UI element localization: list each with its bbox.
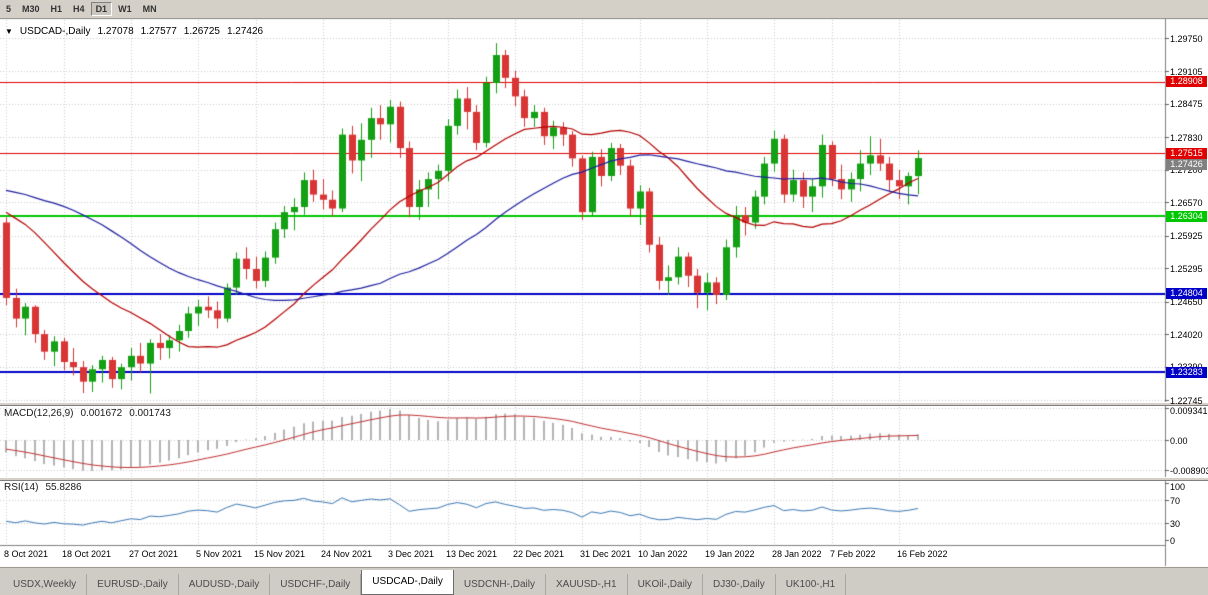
rsi-axis-label: 30 <box>1170 518 1181 529</box>
timeframe-button-w1[interactable]: W1 <box>113 2 137 16</box>
hline-price-tag: 1.28908 <box>1166 76 1207 87</box>
price-axis-label: 1.25295 <box>1170 263 1203 274</box>
date-axis-label: 19 Jan 2022 <box>705 549 755 559</box>
date-axis-label: 24 Nov 2021 <box>321 549 373 559</box>
macd-axis-label: 0.00 <box>1170 435 1188 446</box>
date-axis-label: 18 Oct 2021 <box>62 549 112 559</box>
timeframe-button-d1[interactable]: D1 <box>90 2 113 16</box>
price-axis-label: 1.27830 <box>1170 132 1203 143</box>
date-axis-label: 10 Jan 2022 <box>638 549 688 559</box>
ohlc-close: 1.27426 <box>226 26 264 37</box>
tab-dj30-daily[interactable]: DJ30-,Daily <box>703 574 776 595</box>
timeframe-toolbar: 5 M30 H1 H4 D1 W1 MN <box>0 0 1208 18</box>
date-axis-label: 5 Nov 2021 <box>196 549 243 559</box>
date-axis-label: 16 Feb 2022 <box>897 549 948 559</box>
date-axis-label: 15 Nov 2021 <box>254 549 306 559</box>
macd-value-signal: 0.001743 <box>129 408 171 419</box>
rsi-axis-label: 0 <box>1170 535 1176 546</box>
rsi-axis-label: 100 <box>1170 482 1186 492</box>
date-axis-label: 13 Dec 2021 <box>446 549 498 559</box>
price-axis-label: 1.27200 <box>1170 165 1203 176</box>
price-axis-label: 1.25925 <box>1170 231 1203 242</box>
tab-usdchf-daily[interactable]: USDCHF-,Daily <box>270 574 362 595</box>
hline-price-tag: 1.24804 <box>1166 288 1207 300</box>
ohlc-high: 1.27577 <box>140 26 177 37</box>
tab-usdcnh-daily[interactable]: USDCNH-,Daily <box>454 574 546 595</box>
price-axis-label: 1.24650 <box>1170 297 1203 308</box>
ohlc-low: 1.26725 <box>183 26 220 37</box>
macd-axis-label: 0.009341 <box>1170 406 1208 416</box>
chart-header: ▼ USDCAD-,Daily 1.27078 1.27577 1.26725 … <box>5 26 263 37</box>
chart-menu-arrow-icon[interactable]: ▼ <box>5 26 13 36</box>
timeframe-button-5[interactable]: 5 <box>1 2 17 16</box>
chart-symbol-label: USDCAD-,Daily <box>19 26 91 37</box>
tab-ukoil-daily[interactable]: UKOil-,Daily <box>628 574 704 595</box>
macd-indicator-label: MACD(12,26,9) 0.001672 0.001743 <box>4 408 171 419</box>
pane-separator-rsi[interactable] <box>0 477 1208 481</box>
pane-separator-macd[interactable] <box>0 402 1208 406</box>
hline-price-tag: 1.27515 <box>1166 147 1207 159</box>
tab-uk100-h1[interactable]: UK100-,H1 <box>776 574 847 595</box>
price-axis-label: 1.26570 <box>1170 197 1203 208</box>
tab-usdcad-daily[interactable]: USDCAD-,Daily <box>361 570 454 595</box>
price-axis-label: 1.28475 <box>1170 99 1203 110</box>
date-axis-label: 28 Jan 2022 <box>772 549 822 559</box>
timeframe-button-mn[interactable]: MN <box>137 2 162 16</box>
rsi-indicator-label: RSI(14) 55.8286 <box>4 482 82 493</box>
macd-axis-label: -0.008903 <box>1170 465 1208 476</box>
price-axis-label: 1.29105 <box>1170 66 1203 77</box>
ohlc-open: 1.27078 <box>97 26 134 37</box>
timeframe-button-h4[interactable]: H4 <box>68 2 90 16</box>
rsi-name: RSI(14) <box>4 482 39 493</box>
date-axis-label: 3 Dec 2021 <box>388 549 435 559</box>
macd-value-main: 0.001672 <box>80 408 123 419</box>
tab-xauusd-h1[interactable]: XAUUSD-,H1 <box>546 574 628 595</box>
date-axis-label: 8 Oct 2021 <box>4 549 49 559</box>
tab-audusd-daily[interactable]: AUDUSD-,Daily <box>179 574 271 595</box>
timeframe-button-m30[interactable]: M30 <box>17 2 45 16</box>
date-axis-label: 7 Feb 2022 <box>830 549 876 559</box>
price-axis-label: 1.29750 <box>1170 33 1203 44</box>
hline-price-tag: 1.26304 <box>1166 210 1207 222</box>
chart-tab-bar: USDX,Weekly EURUSD-,Daily AUDUSD-,Daily USD… <box>0 567 1208 595</box>
date-axis-label: 31 Dec 2021 <box>580 549 632 559</box>
date-axis-label: 27 Oct 2021 <box>129 549 179 559</box>
current-price-tag: 1.27426 <box>1166 159 1207 171</box>
timeframe-button-h1[interactable]: H1 <box>45 2 68 16</box>
macd-name: MACD(12,26,9) <box>4 408 74 419</box>
rsi-axis-label: 70 <box>1170 495 1181 506</box>
price-axis-label: 1.24020 <box>1170 329 1203 340</box>
tab-eurusd-daily[interactable]: EURUSD-,Daily <box>87 574 179 595</box>
date-axis-label: 22 Dec 2021 <box>513 549 565 559</box>
hline-price-tag: 1.23283 <box>1166 366 1207 378</box>
tab-usdx-weekly[interactable]: USDX,Weekly <box>3 574 88 595</box>
price-axis-label: 1.22745 <box>1170 395 1203 406</box>
rsi-value: 55.8286 <box>45 482 82 493</box>
